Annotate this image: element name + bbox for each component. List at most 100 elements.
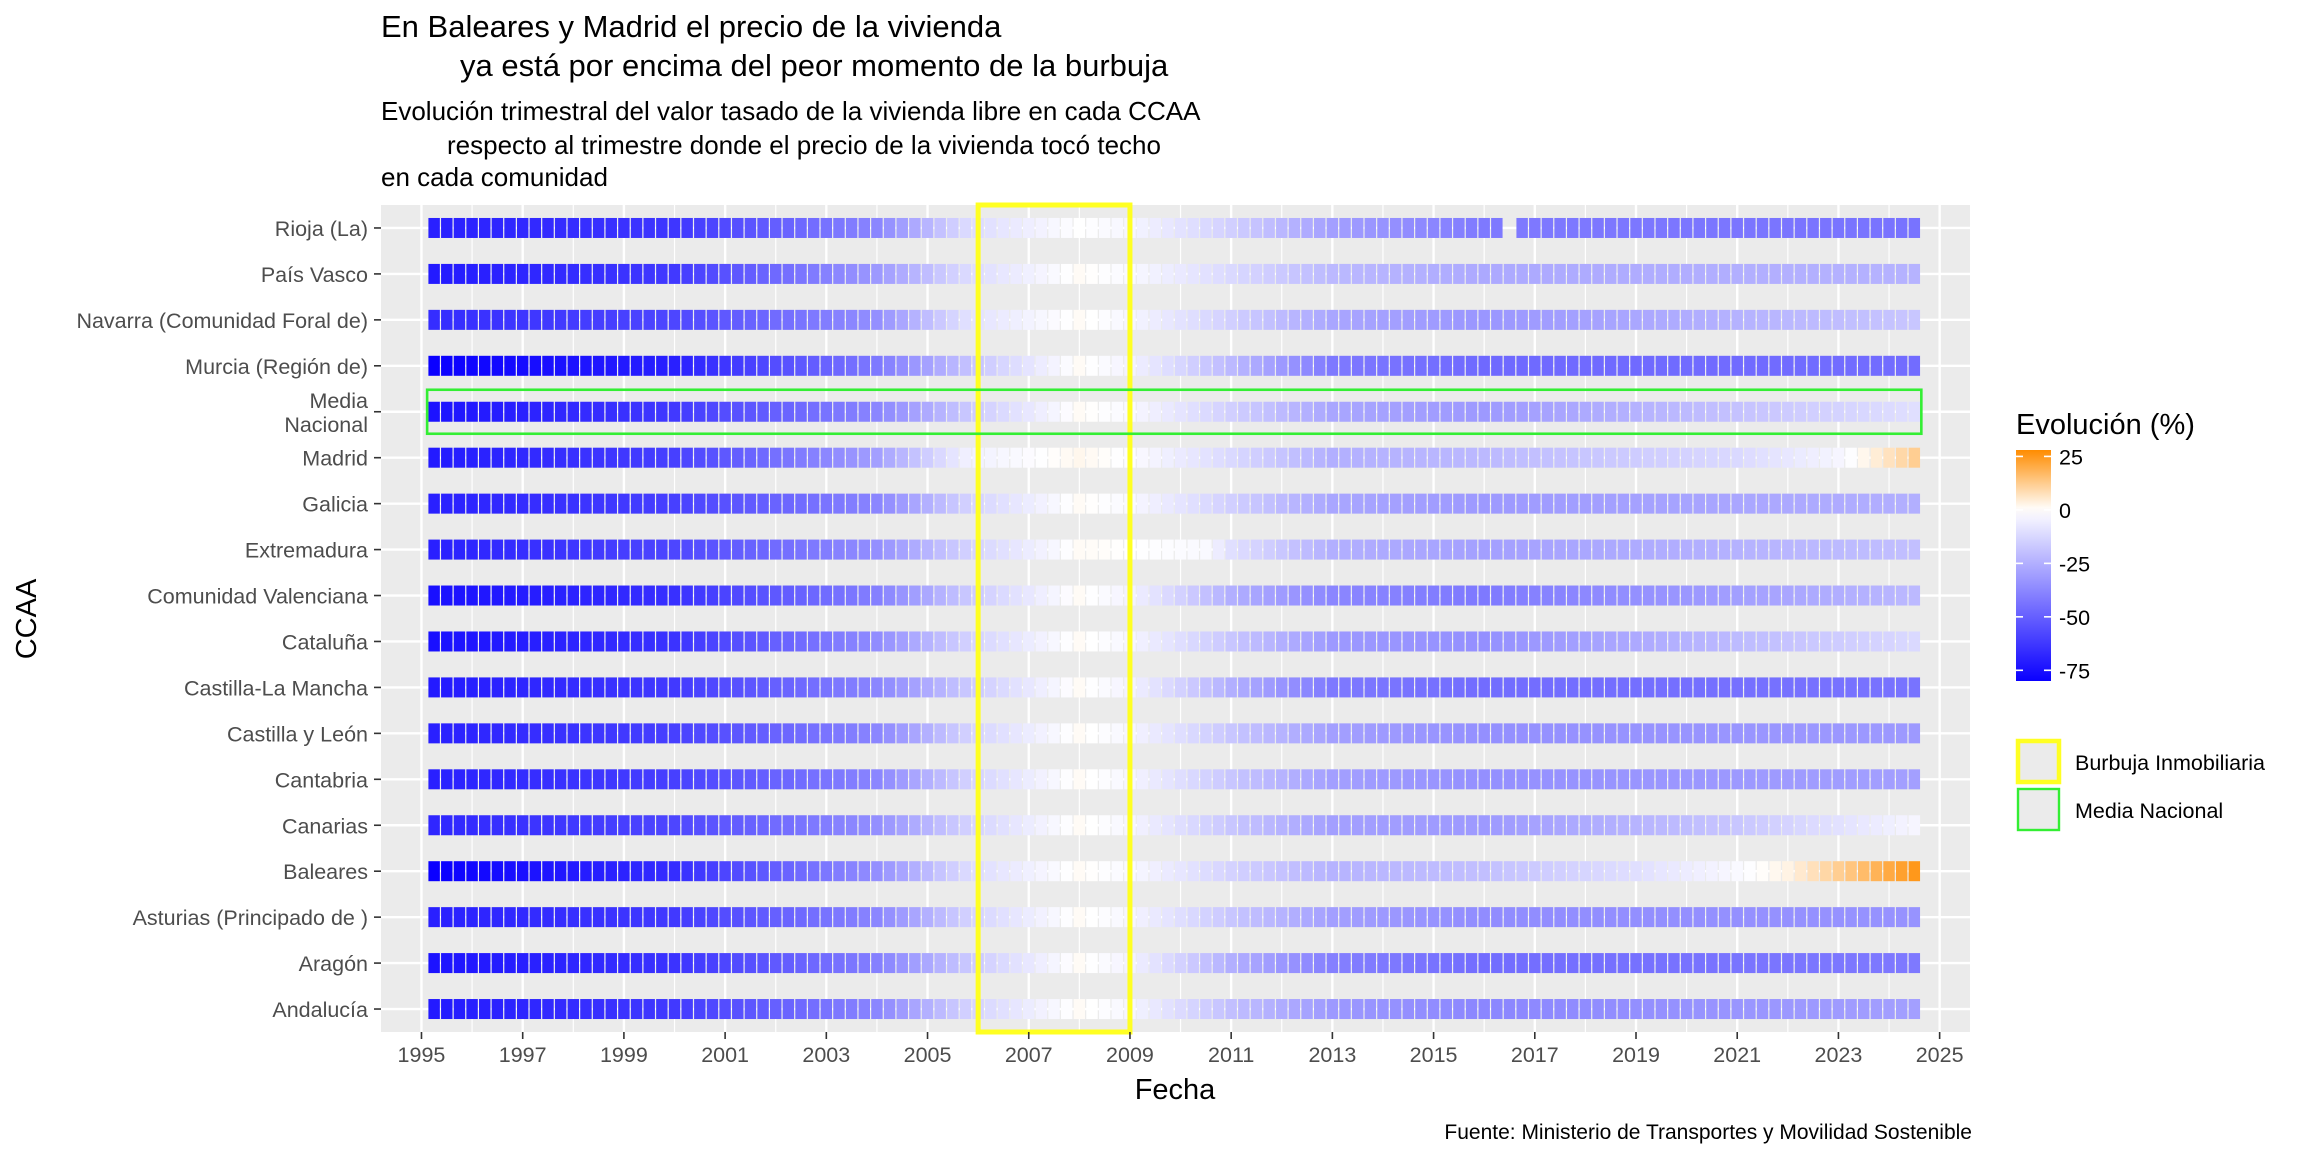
heatmap-tile [871,585,883,606]
heatmap-tile [719,539,731,560]
heatmap-tile [1415,631,1427,652]
heatmap-tile [1604,355,1617,376]
heatmap-tile [1035,907,1048,928]
heatmap-tile [1592,401,1604,422]
heatmap-tile [1136,355,1149,376]
heatmap-tile [1693,355,1705,376]
heatmap-tile [1491,631,1503,652]
heatmap-tile [1782,677,1794,698]
heatmap-tile [630,309,643,330]
heatmap-tile [1023,677,1035,698]
heatmap-tile [1212,309,1225,330]
heatmap-tile [1313,447,1326,468]
heatmap-tile [1756,861,1769,882]
heatmap-tile [1744,355,1756,376]
heatmap-tile [1465,815,1478,836]
heatmap-tile [643,999,655,1020]
heatmap-tile [466,815,478,836]
heatmap-tile [668,631,681,652]
heatmap-tile [1427,447,1440,468]
heatmap-tile [1010,355,1022,376]
heatmap-tile [1162,723,1174,744]
heatmap-tile [1136,999,1149,1020]
heatmap-tile [1718,999,1731,1020]
heatmap-tile [592,539,605,560]
heatmap-tile [1516,493,1528,514]
heatmap-tile [833,585,845,606]
heatmap-tile [1098,401,1111,422]
heatmap-tile [1276,355,1288,376]
heatmap-tile [732,861,744,882]
heatmap-tile [1794,815,1807,836]
heatmap-tile [1187,355,1199,376]
heatmap-tile [1048,769,1060,790]
heatmap-tile [1782,263,1794,284]
heatmap-tile [1870,355,1883,376]
heatmap-tile [618,539,630,560]
heatmap-tile [934,217,946,238]
heatmap-tile [1377,953,1389,974]
heatmap-tile [656,217,668,238]
heatmap-tile [1491,493,1503,514]
heatmap-tile [732,401,744,422]
heatmap-tile [1567,677,1579,698]
heatmap-tile [1832,493,1845,514]
heatmap-tile [1060,355,1073,376]
heatmap-tile [1086,631,1098,652]
heatmap-tile [1301,723,1313,744]
heatmap-tile [1238,953,1250,974]
heatmap-tile [1706,309,1718,330]
heatmap-tile [909,677,921,698]
heatmap-tile [1832,631,1845,652]
heatmap-tile [1313,723,1326,744]
heatmap-tile [1313,677,1326,698]
heatmap-tile [1351,263,1364,284]
heatmap-tile [1630,401,1642,422]
heatmap-tile [1453,769,1465,790]
heatmap-tile [466,217,478,238]
heatmap-tile [1820,907,1832,928]
heatmap-tile [985,355,997,376]
heatmap-tile [1465,585,1478,606]
heatmap-tile [1579,723,1592,744]
heatmap-tile [1225,769,1237,790]
x-tick-label: 1997 [499,1043,547,1067]
heatmap-tile [504,999,516,1020]
heatmap-tile [1820,355,1832,376]
heatmap-tile [1440,677,1452,698]
heatmap-tile [1845,815,1857,836]
heatmap-tile [858,861,871,882]
heatmap-tile [1427,677,1440,698]
heatmap-tile [807,907,820,928]
heatmap-tile [1630,861,1642,882]
heatmap-tile [1782,999,1794,1020]
heatmap-tile [694,631,706,652]
heatmap-tile [1200,401,1212,422]
heatmap-tile [1187,585,1199,606]
heatmap-tile [1364,723,1377,744]
heatmap-tile [1832,585,1845,606]
heatmap-tile [934,585,946,606]
heatmap-tile [1718,631,1731,652]
heatmap-tile [1060,217,1073,238]
heatmap-tile [1731,493,1743,514]
heatmap-tile [1491,355,1503,376]
heatmap-tile [1200,217,1212,238]
heatmap-tile [1111,355,1124,376]
heatmap-tile [1655,677,1668,698]
heatmap-tile [1630,447,1642,468]
heatmap-tile [921,355,934,376]
heatmap-tile [1073,861,1086,882]
heatmap-tile [694,447,706,468]
heatmap-tile [1706,631,1718,652]
heatmap-tile [1250,217,1263,238]
heatmap-tile [909,953,921,974]
x-tick-label: 2007 [1005,1043,1053,1067]
heatmap-tile [1339,815,1351,836]
heatmap-tile [1263,585,1275,606]
heatmap-tile [1073,539,1086,560]
heatmap-tile [985,907,997,928]
heatmap-tile [1858,999,1870,1020]
heatmap-tile [1174,861,1187,882]
heatmap-tile [1048,401,1060,422]
